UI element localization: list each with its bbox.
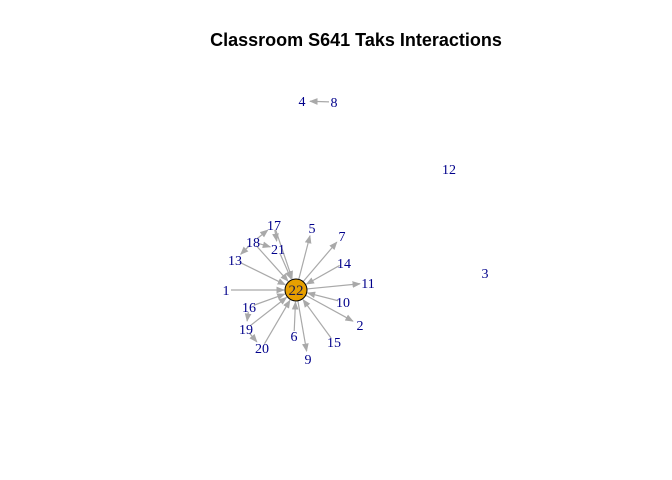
node-6: 6 xyxy=(291,330,298,345)
edge-18-to-13 xyxy=(240,245,250,255)
node-label-8: 8 xyxy=(331,96,338,111)
node-circle-22 xyxy=(284,278,308,302)
node-1: 1 xyxy=(223,284,230,299)
node-label-13: 13 xyxy=(228,254,242,269)
edge-6-to-22 xyxy=(291,301,299,332)
edge-16-to-22 xyxy=(253,293,286,306)
node-label-12: 12 xyxy=(442,163,456,178)
node-17: 17 xyxy=(267,219,281,234)
node-19: 19 xyxy=(239,323,253,338)
node-5: 5 xyxy=(309,222,316,237)
edge-13-to-22 xyxy=(239,261,286,286)
edge-22-to-9 xyxy=(297,300,309,352)
edge-22-to-7 xyxy=(302,241,338,283)
node-21: 21 xyxy=(271,243,285,258)
edge-22-to-5 xyxy=(298,234,312,280)
edge-16-to-19 xyxy=(244,311,252,322)
node-8: 8 xyxy=(331,96,338,111)
edge-18-to-17 xyxy=(256,229,269,240)
node-label-19: 19 xyxy=(239,323,253,338)
node-label-10: 10 xyxy=(336,296,350,311)
node-4: 4 xyxy=(299,95,306,110)
node-label-4: 4 xyxy=(299,95,306,110)
node-label-9: 9 xyxy=(305,353,312,368)
edge-15-to-22 xyxy=(302,299,332,339)
chart-title: Classroom S641 Taks Interactions xyxy=(210,30,502,50)
edge-14-to-22 xyxy=(305,264,340,285)
edge-18-to-22 xyxy=(255,245,289,282)
edge-18-to-21 xyxy=(257,241,272,249)
node-label-3: 3 xyxy=(482,267,489,282)
node-label-18: 18 xyxy=(246,236,260,251)
edge-8-to-4 xyxy=(309,98,330,105)
node-label-7: 7 xyxy=(339,230,346,245)
node-20: 20 xyxy=(255,342,269,357)
node-label-14: 14 xyxy=(337,257,351,272)
node-2: 2 xyxy=(357,319,364,334)
node-label-2: 2 xyxy=(357,319,364,334)
edge-17-to-21 xyxy=(272,229,279,242)
node-3: 3 xyxy=(482,267,489,282)
node-label-5: 5 xyxy=(309,222,316,237)
edge-22-to-11 xyxy=(306,281,361,290)
node-label-17: 17 xyxy=(267,219,281,234)
node-11: 11 xyxy=(361,277,374,292)
node-15: 15 xyxy=(327,336,341,351)
node-12: 12 xyxy=(442,163,456,178)
edge-22-to-2 xyxy=(305,294,354,322)
node-10: 10 xyxy=(336,296,350,311)
node-18: 18 xyxy=(246,236,260,251)
node-label-15: 15 xyxy=(327,336,341,351)
node-16: 16 xyxy=(242,301,256,316)
edge-19-to-22 xyxy=(249,296,288,327)
node-9: 9 xyxy=(305,353,312,368)
node-label-11: 11 xyxy=(361,277,374,292)
node-14: 14 xyxy=(337,257,351,272)
node-13: 13 xyxy=(228,254,242,269)
node-label-1: 1 xyxy=(223,284,230,299)
edge-19-to-20 xyxy=(248,332,258,343)
node-7: 7 xyxy=(339,230,346,245)
edge-20-to-22 xyxy=(264,299,291,344)
node-label-6: 6 xyxy=(291,330,298,345)
node-label-16: 16 xyxy=(242,301,256,316)
edges-layer xyxy=(231,98,361,352)
node-label-22: 22 xyxy=(289,283,304,299)
node-22: 22 xyxy=(284,278,308,302)
node-label-20: 20 xyxy=(255,342,269,357)
edge-10-to-22 xyxy=(306,291,339,302)
node-label-21: 21 xyxy=(271,243,285,258)
